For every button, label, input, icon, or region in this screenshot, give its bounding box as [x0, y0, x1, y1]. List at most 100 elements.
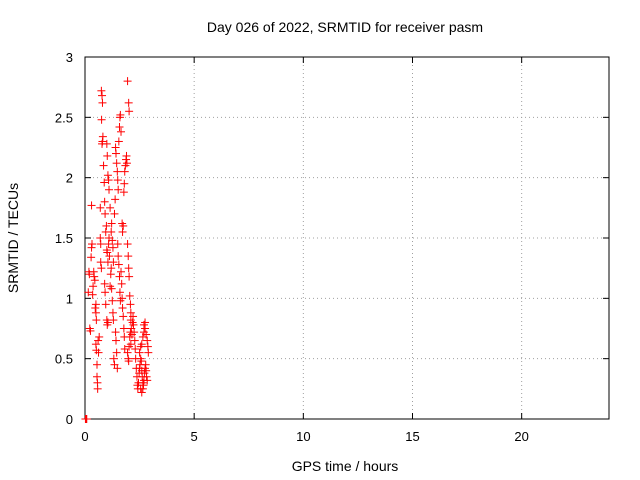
data-point [126, 300, 135, 309]
data-point [109, 316, 118, 325]
data-point [137, 388, 146, 397]
data-point [130, 336, 139, 345]
data-point [115, 288, 124, 297]
data-point [95, 332, 104, 341]
data-point [102, 139, 111, 148]
data-point [138, 384, 147, 393]
data-point [103, 151, 112, 160]
data-point [106, 203, 115, 212]
data-point [125, 291, 134, 300]
data-point [112, 348, 121, 357]
data-point [113, 364, 122, 373]
data-point [125, 272, 134, 281]
data-point [117, 279, 126, 288]
data-point [107, 219, 116, 228]
data-point [129, 312, 138, 321]
data-point [94, 336, 103, 345]
data-point [122, 151, 131, 160]
data-point [113, 167, 122, 176]
data-point [107, 227, 116, 236]
data-point [91, 300, 100, 309]
data-point [131, 345, 140, 354]
y-tick-label: 3 [66, 50, 73, 65]
data-point [124, 357, 133, 366]
data-point [103, 171, 112, 180]
data-point [141, 318, 150, 327]
data-point [85, 270, 94, 279]
data-point [118, 227, 127, 236]
data-point [102, 221, 111, 230]
data-point [100, 197, 109, 206]
data-point [113, 176, 122, 185]
data-point [120, 167, 129, 176]
data-point [114, 252, 123, 261]
data-point [97, 115, 106, 124]
data-point [118, 303, 127, 312]
data-point [117, 267, 126, 276]
data-point [109, 258, 118, 267]
data-point [86, 326, 95, 335]
chart-title: Day 026 of 2022, SRMTID for receiver pas… [207, 19, 483, 35]
data-point [105, 252, 114, 261]
data-point [114, 185, 123, 194]
data-point [122, 159, 131, 168]
x-tick-label: 5 [191, 429, 198, 444]
data-point [112, 149, 121, 158]
data-point [119, 188, 128, 197]
data-point [118, 294, 127, 303]
data-point [99, 161, 108, 170]
data-point [116, 110, 125, 119]
x-axis-ticks: 0 5 10 15 20 [81, 57, 529, 444]
x-axis-label: GPS time / hours [292, 458, 399, 474]
y-axis-label: SRMTID / TECUs [5, 183, 21, 293]
data-point [98, 91, 107, 100]
data-point [96, 258, 105, 267]
data-point [100, 279, 109, 288]
data-point [100, 178, 109, 187]
data-point [119, 221, 128, 230]
data-point [111, 328, 120, 337]
y-tick-label: 2.5 [55, 110, 73, 125]
data-point [143, 376, 152, 385]
data-point [124, 264, 133, 273]
x-tick-label: 10 [296, 429, 310, 444]
data-point [125, 107, 134, 116]
data-point [101, 288, 110, 297]
data-point [89, 282, 98, 291]
data-point [101, 300, 110, 309]
data-point [114, 260, 123, 269]
data-point [93, 360, 102, 369]
data-point [90, 276, 99, 285]
data-point [87, 253, 96, 262]
data-point [103, 318, 112, 327]
y-tick-label: 0 [66, 412, 73, 427]
data-point [108, 296, 117, 305]
data-point [124, 98, 133, 107]
data-point [87, 240, 96, 249]
x-tick-label: 0 [81, 429, 88, 444]
data-point [93, 384, 102, 393]
data-point [123, 348, 132, 357]
data-point [137, 340, 146, 349]
data-point [120, 179, 129, 188]
data-point [137, 357, 146, 366]
data-point [84, 288, 93, 297]
x-tick-label: 15 [405, 429, 419, 444]
grid-lines [85, 57, 609, 419]
y-tick-label: 1.5 [55, 231, 73, 246]
data-point [96, 203, 105, 212]
data-point [129, 320, 138, 329]
y-axis-ticks: 0 0.5 1 1.5 2 2.5 3 [55, 50, 609, 427]
data-point [108, 308, 117, 317]
data-point [91, 308, 100, 317]
data-points [81, 77, 153, 423]
data-point [97, 86, 106, 95]
data-point [135, 348, 144, 357]
data-point [107, 264, 116, 273]
data-point [114, 137, 123, 146]
data-point [98, 132, 107, 141]
data-point [119, 312, 128, 321]
data-point [142, 330, 151, 339]
